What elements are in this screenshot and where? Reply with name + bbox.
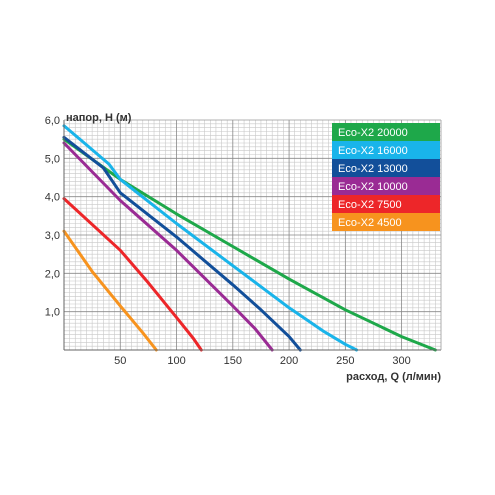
y-tick-label: 1,0 bbox=[45, 307, 60, 319]
legend-entry: Eco-X2 7500 bbox=[338, 199, 402, 211]
x-tick-label: 100 bbox=[167, 355, 185, 367]
legend-entry: Eco-X2 16000 bbox=[338, 145, 408, 157]
legend-swatch bbox=[332, 159, 440, 177]
x-axis-label: расход, Q (л/мин) bbox=[346, 371, 441, 383]
y-axis-label: напор, H (м) bbox=[66, 112, 132, 124]
x-tick-labels: 50 100 150 200 250 300 bbox=[114, 355, 411, 367]
legend-entry: Eco-X2 10000 bbox=[338, 181, 408, 193]
legend-swatch bbox=[332, 195, 440, 213]
y-tick-labels: 1,0 2,0 3,0 4,0 5,0 6,0 bbox=[45, 115, 60, 319]
legend-swatch bbox=[332, 123, 440, 141]
series-line bbox=[62, 229, 158, 352]
legend-swatch bbox=[332, 141, 440, 159]
x-tick-label: 50 bbox=[114, 355, 126, 367]
legend-entry: Eco-X2 20000 bbox=[338, 127, 408, 139]
y-tick-label: 6,0 bbox=[45, 115, 60, 127]
y-tick-label: 3,0 bbox=[45, 230, 60, 242]
legend-swatch bbox=[332, 177, 440, 195]
series-line bbox=[62, 124, 359, 352]
x-tick-label: 250 bbox=[336, 355, 354, 367]
x-tick-label: 150 bbox=[224, 355, 242, 367]
curves bbox=[62, 124, 437, 352]
legend-entry: Eco-X2 13000 bbox=[338, 163, 408, 175]
series-line bbox=[62, 135, 302, 352]
legend-entry: Eco-X2 4500 bbox=[338, 217, 402, 229]
legend: Eco-X2 20000 Eco-X2 16000 Eco-X2 13000 Eco-… bbox=[332, 123, 440, 231]
x-tick-label: 200 bbox=[280, 355, 298, 367]
series-line bbox=[62, 141, 274, 352]
y-tick-label: 2,0 bbox=[45, 268, 60, 280]
series-line bbox=[62, 197, 203, 352]
y-tick-label: 5,0 bbox=[45, 153, 60, 165]
axes bbox=[63, 119, 442, 351]
legend-swatch bbox=[332, 213, 440, 231]
y-tick-label: 4,0 bbox=[45, 192, 60, 204]
x-tick-label: 300 bbox=[392, 355, 410, 367]
